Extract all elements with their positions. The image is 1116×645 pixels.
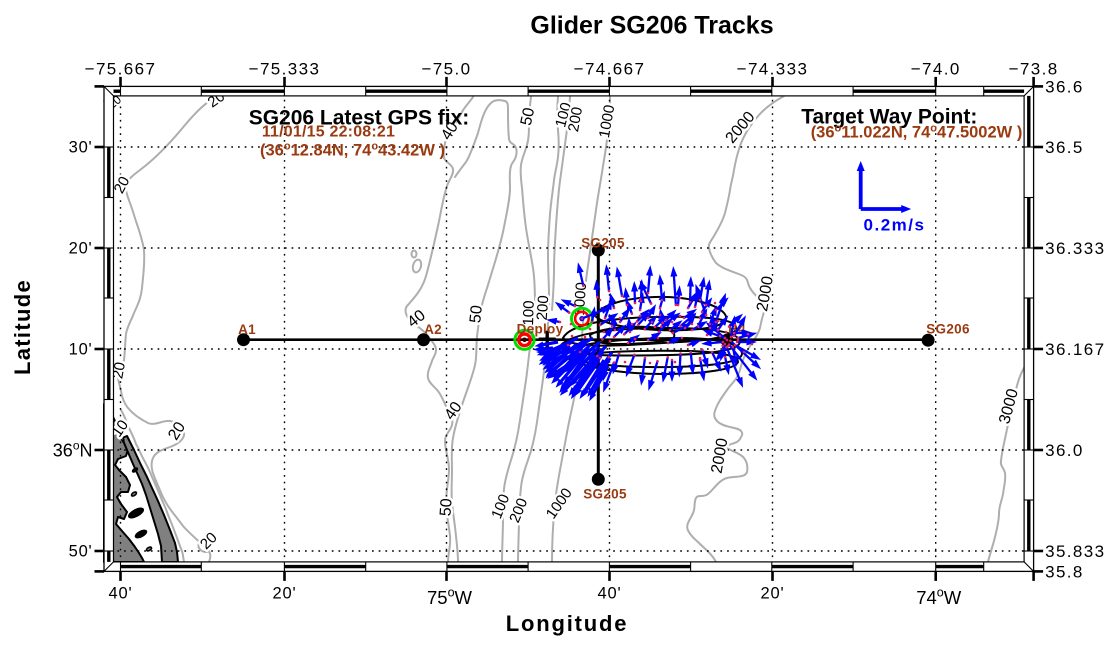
svg-text:74oW: 74oW bbox=[916, 586, 962, 609]
svg-text:−74.0: −74.0 bbox=[911, 60, 961, 79]
svg-text:SG205: SG205 bbox=[583, 487, 627, 502]
svg-text:20': 20' bbox=[273, 585, 297, 603]
svg-text:35.8: 35.8 bbox=[1045, 562, 1084, 581]
svg-text:36.167: 36.167 bbox=[1045, 340, 1105, 359]
svg-text:40': 40' bbox=[598, 585, 622, 603]
svg-text:0.2m/s: 0.2m/s bbox=[864, 216, 926, 235]
svg-text:200: 200 bbox=[534, 295, 553, 321]
svg-text:40': 40' bbox=[109, 585, 133, 603]
svg-text:SG205: SG205 bbox=[581, 236, 625, 251]
svg-text:36.5: 36.5 bbox=[1045, 138, 1084, 157]
svg-text:50': 50' bbox=[69, 543, 93, 561]
svg-text:36.333: 36.333 bbox=[1045, 239, 1105, 258]
svg-text:75oW: 75oW bbox=[427, 586, 473, 609]
svg-text:11/01/15 22:08:21: 11/01/15 22:08:21 bbox=[262, 124, 395, 141]
svg-text:Latitude: Latitude bbox=[10, 279, 35, 375]
svg-text:−75.667: −75.667 bbox=[85, 60, 157, 79]
svg-text:50: 50 bbox=[437, 498, 455, 517]
svg-text:A1: A1 bbox=[238, 322, 256, 337]
svg-text:30': 30' bbox=[69, 139, 93, 157]
svg-text:36oN: 36oN bbox=[53, 439, 93, 461]
svg-text:Target Way Point:: Target Way Point: bbox=[801, 106, 977, 129]
svg-text:10': 10' bbox=[69, 341, 93, 359]
svg-text:100: 100 bbox=[520, 300, 538, 326]
svg-text:−74.667: −74.667 bbox=[574, 60, 646, 79]
svg-text:−74.333: −74.333 bbox=[737, 60, 809, 79]
svg-text:20': 20' bbox=[761, 585, 785, 603]
svg-text:20': 20' bbox=[69, 240, 93, 258]
svg-text:Deploy: Deploy bbox=[517, 322, 564, 337]
svg-text:−73.8: −73.8 bbox=[1009, 60, 1059, 79]
svg-text:50: 50 bbox=[518, 106, 538, 127]
svg-text:SG206 Latest GPS fix:: SG206 Latest GPS fix: bbox=[249, 106, 470, 129]
svg-text:A2: A2 bbox=[424, 322, 442, 337]
svg-text:36.6: 36.6 bbox=[1045, 77, 1084, 96]
svg-text:36.0: 36.0 bbox=[1045, 441, 1084, 460]
svg-text:35.833: 35.833 bbox=[1045, 542, 1105, 561]
svg-text:−75.0: −75.0 bbox=[421, 60, 471, 79]
svg-text:−75.333: −75.333 bbox=[249, 60, 321, 79]
svg-text:(36o12.84N, 74o43.42W ): (36o12.84N, 74o43.42W ) bbox=[260, 141, 445, 160]
svg-text:SG206: SG206 bbox=[926, 322, 970, 337]
svg-text:Glider SG206 Tracks: Glider SG206 Tracks bbox=[530, 12, 773, 40]
svg-text:50: 50 bbox=[467, 304, 486, 324]
svg-text:(36o11.022N, 74o47.5002W ): (36o11.022N, 74o47.5002W ) bbox=[811, 123, 1023, 142]
svg-text:Longitude: Longitude bbox=[506, 611, 629, 636]
